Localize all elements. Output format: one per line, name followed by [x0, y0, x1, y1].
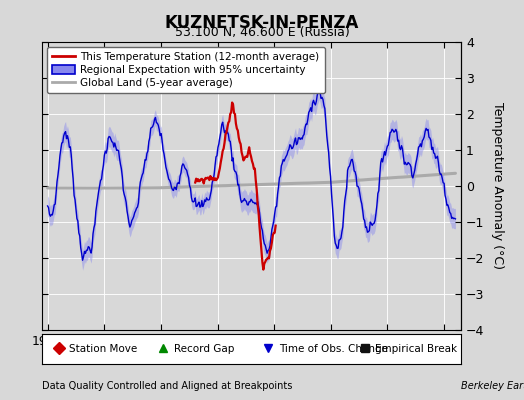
Text: 53.100 N, 46.600 E (Russia): 53.100 N, 46.600 E (Russia)	[174, 26, 350, 39]
Legend: This Temperature Station (12-month average), Regional Expectation with 95% uncer: This Temperature Station (12-month avera…	[47, 47, 325, 93]
Text: Record Gap: Record Gap	[174, 344, 234, 354]
Text: Data Quality Controlled and Aligned at Breakpoints: Data Quality Controlled and Aligned at B…	[42, 381, 292, 391]
Text: Empirical Break: Empirical Break	[375, 344, 457, 354]
Text: Station Move: Station Move	[69, 344, 137, 354]
Text: Time of Obs. Change: Time of Obs. Change	[279, 344, 388, 354]
Text: KUZNETSK-IN-PENZA: KUZNETSK-IN-PENZA	[165, 14, 359, 32]
Text: Berkeley Earth: Berkeley Earth	[461, 381, 524, 391]
Y-axis label: Temperature Anomaly (°C): Temperature Anomaly (°C)	[492, 102, 504, 270]
